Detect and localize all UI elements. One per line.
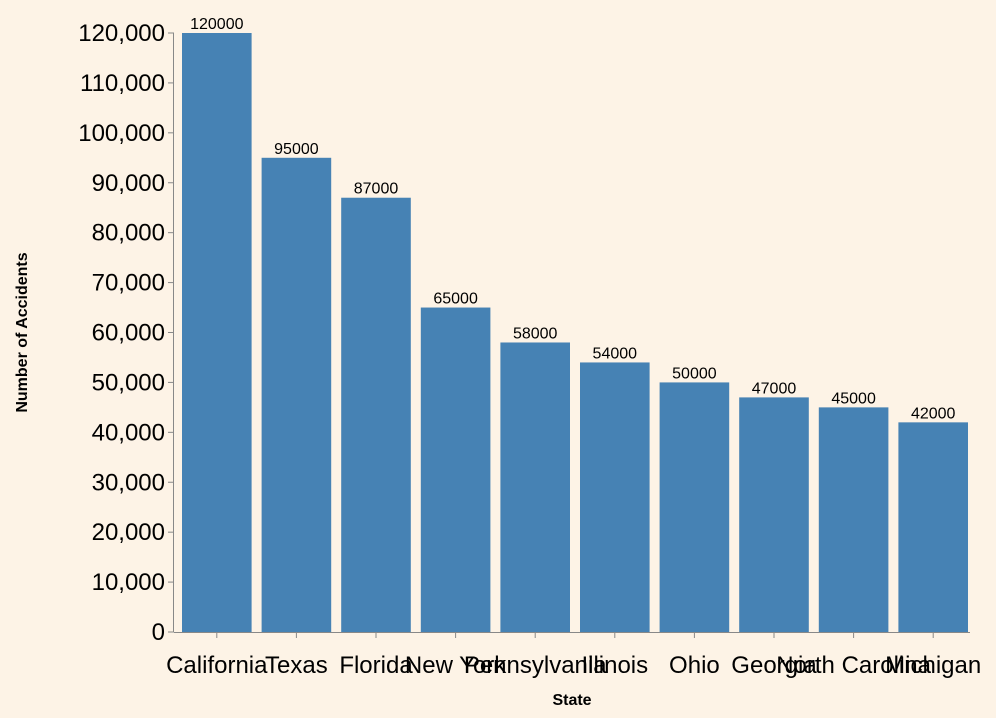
x-tick-label: Pennsylvania [464,652,607,679]
x-tick-label: Texas [265,652,328,679]
bar-value-label: 47000 [752,380,797,397]
bar-value-label: 120000 [190,16,243,33]
bar-florida [341,197,411,632]
y-tick-label: 60,000 [92,320,165,347]
bar-new-york [420,307,491,632]
y-tick-label: 40,000 [92,419,165,446]
y-tick-label: 80,000 [92,220,165,247]
x-tick-label: California [166,652,268,679]
bar-pennsylvania [500,342,570,632]
bar-value-label: 87000 [354,181,399,198]
y-tick-label: 30,000 [92,469,165,496]
bar-california [182,33,252,632]
x-tick-label: New York [405,652,507,679]
y-tick-label: 100,000 [78,120,165,147]
x-tick-label: Ohio [669,652,720,679]
bar-illinois [580,362,650,632]
x-tick-label: Michigan [885,652,981,679]
y-tick-label: 20,000 [92,519,165,546]
x-axis-title: State [552,692,591,709]
bar-michigan [898,422,968,632]
bar-value-label: 65000 [433,291,478,308]
bar-value-label: 50000 [672,365,717,382]
y-tick-label: 10,000 [92,569,165,596]
bar-ohio [659,382,730,632]
bar-value-label: 42000 [911,405,956,422]
bar-value-label: 45000 [831,390,876,407]
bar-value-label: 58000 [513,325,558,342]
x-tick-label: Illinois [581,652,648,679]
y-tick-label: 50,000 [92,369,165,396]
bar-series [182,33,968,632]
y-tick-label: 0 [152,619,165,646]
bar-value-label: 54000 [593,345,638,362]
x-tick-label: Florida [339,652,413,679]
y-axis-title: Number of Accidents [14,252,31,412]
y-tick-label: 120,000 [78,20,165,47]
bar-texas [261,157,332,632]
bar-value-label: 95000 [274,141,319,158]
y-tick-label: 90,000 [92,170,165,197]
x-tick-label: Georgia [731,652,817,679]
bar-georgia [739,397,809,632]
y-axis: 0 10,000 20,000 30,000 40,000 50,000 60,000 70,… [78,20,174,646]
value-labels: 120000 95000 87000 65000 58000 54000 50000 4700… [190,16,955,422]
y-tick-label: 110,000 [80,70,165,97]
bar-north-carolina [818,407,889,632]
y-tick-label: 70,000 [92,270,165,297]
x-tick-label: North Carolina [776,652,931,679]
